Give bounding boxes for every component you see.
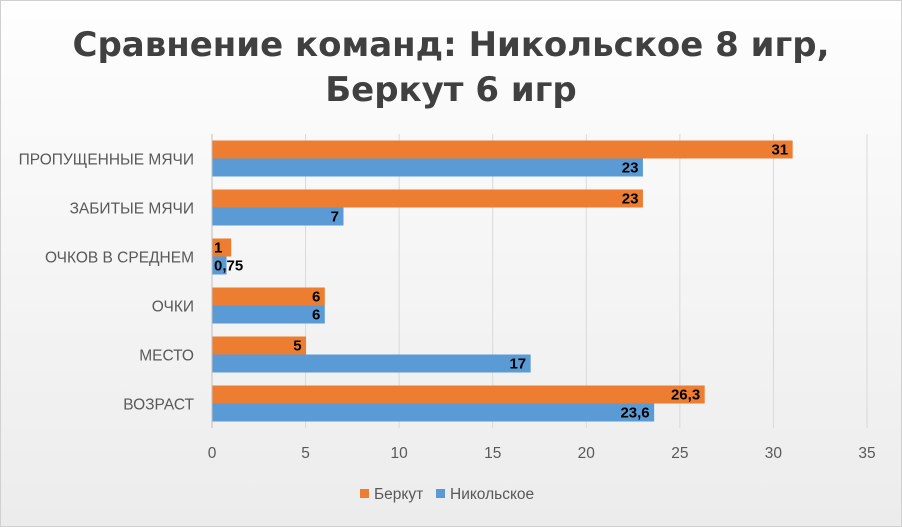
- x-tick-label: 20: [578, 445, 596, 462]
- bar: [212, 287, 325, 306]
- legend-label: Беркут: [374, 486, 423, 503]
- bar: [212, 158, 643, 177]
- category-label: ПРОПУЩЕННЫЕ МЯЧИ: [19, 152, 194, 169]
- bar: [212, 207, 344, 226]
- x-tick-label: 15: [484, 445, 501, 462]
- data-label: 6: [312, 307, 320, 324]
- data-label: 26,3: [671, 387, 700, 404]
- bar: [212, 140, 793, 159]
- bar: [212, 238, 232, 257]
- data-label: 7: [331, 209, 339, 226]
- category-label: ВОЗРАСТ: [123, 397, 194, 414]
- bar: [212, 305, 325, 324]
- gridlines: [305, 134, 868, 428]
- data-label: 6: [312, 289, 320, 306]
- category-label: ОЧКИ: [152, 299, 194, 316]
- bar: [212, 385, 705, 404]
- data-label: 1: [214, 240, 222, 257]
- data-label: 23: [622, 191, 639, 208]
- x-tick-label: 5: [301, 445, 310, 462]
- legend: Беркут Никольское: [360, 486, 534, 503]
- data-label: 23,6: [620, 405, 649, 422]
- bar: [212, 403, 655, 422]
- x-tick-label: 10: [391, 445, 409, 462]
- bar: [212, 354, 531, 373]
- x-tick-label: 35: [858, 445, 875, 462]
- legend-label: Никольское: [450, 486, 534, 503]
- chart-title-line-1: Сравнение команд: Никольское 8 игр,: [73, 25, 830, 65]
- x-tick-label: 30: [765, 445, 783, 462]
- bar: [212, 189, 643, 208]
- bar: [212, 256, 227, 275]
- x-tick-label: 0: [208, 445, 217, 462]
- data-label: 0,75: [214, 258, 243, 275]
- category-label: МЕСТО: [139, 348, 194, 365]
- data-label: 31: [771, 142, 788, 159]
- bars: 26,3 23,6 5 17 66 10,75 23 7 31 23: [212, 140, 793, 422]
- legend-swatch: [436, 489, 445, 498]
- bar: [212, 336, 307, 355]
- data-label: 23: [622, 160, 639, 177]
- data-label: 17: [509, 356, 526, 373]
- category-label: ОЧКОВ В СРЕДНЕМ: [45, 250, 194, 267]
- category-label: ЗАБИТЫЕ МЯЧИ: [70, 201, 194, 218]
- data-label: 5: [293, 338, 301, 355]
- x-tick-label: 25: [671, 445, 688, 462]
- legend-swatch: [360, 489, 369, 498]
- chart-title-line-2: Беркут 6 игр: [325, 70, 577, 110]
